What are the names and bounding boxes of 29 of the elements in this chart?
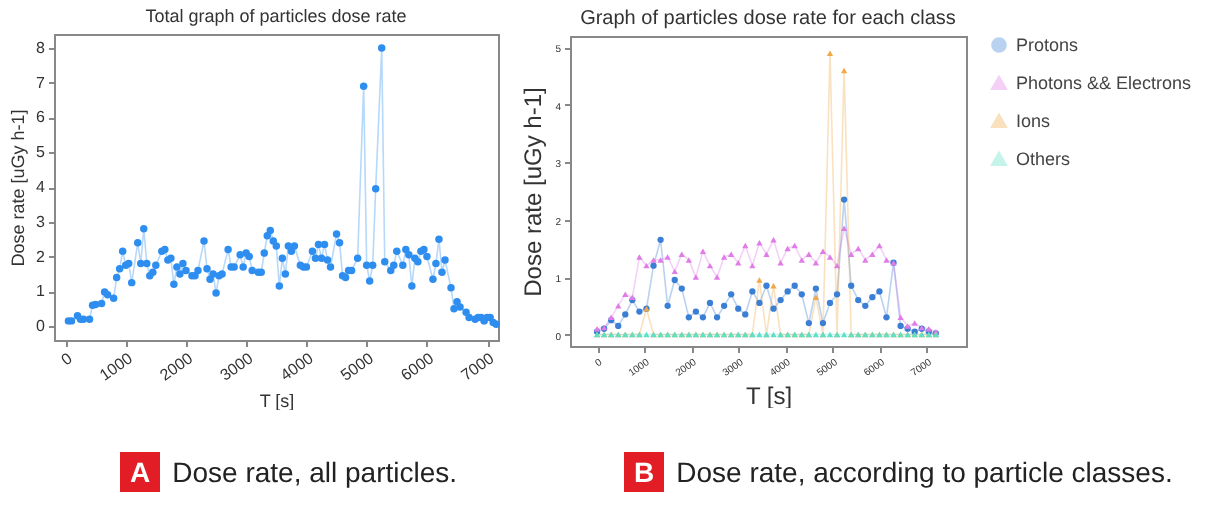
x-tick-label: 6000	[397, 348, 438, 385]
legend-label: Others	[1016, 149, 1072, 169]
y-tick-label: 5	[36, 143, 47, 162]
y-axis-title: Dose rate [uGy h-1]	[519, 87, 548, 297]
x-tick-label: 4000	[277, 348, 318, 385]
x-axis-title: T [s]	[259, 390, 295, 411]
y-tick-label: 2	[36, 247, 47, 266]
x-tick-label: 0	[58, 348, 77, 370]
legend-label: Protons	[1016, 35, 1080, 55]
x-axis-title: T [s]	[745, 381, 793, 410]
y-tick-label: 3	[36, 212, 47, 231]
legend-label: Ions	[1016, 111, 1052, 131]
y-axis-title: Dose rate [uGy h-1]	[8, 109, 29, 267]
x-tick-label: 5000	[337, 348, 378, 385]
chart-title: Total graph of particles dose rate	[145, 6, 407, 26]
y-tick-label: 8	[36, 38, 47, 57]
y-tick-label: 4	[36, 178, 47, 196]
y-tick-label: 0	[36, 317, 47, 336]
text: Dose rate, according to particle classes.	[676, 456, 1173, 488]
y-tick-label: 1	[36, 282, 47, 301]
x-tick-label: 3000	[216, 348, 258, 385]
text: A	[120, 452, 161, 492]
y-tick-label: 6	[36, 108, 47, 127]
text: Dose rate, all particles.	[172, 456, 458, 488]
y-tick-label: 7	[36, 73, 47, 92]
chart-title: Graph of particles dose rate for each class	[580, 8, 956, 30]
legend-label: Photons && Electrons	[1016, 73, 1193, 93]
x-tick-label: 7000	[457, 348, 499, 385]
text: B	[624, 452, 665, 492]
